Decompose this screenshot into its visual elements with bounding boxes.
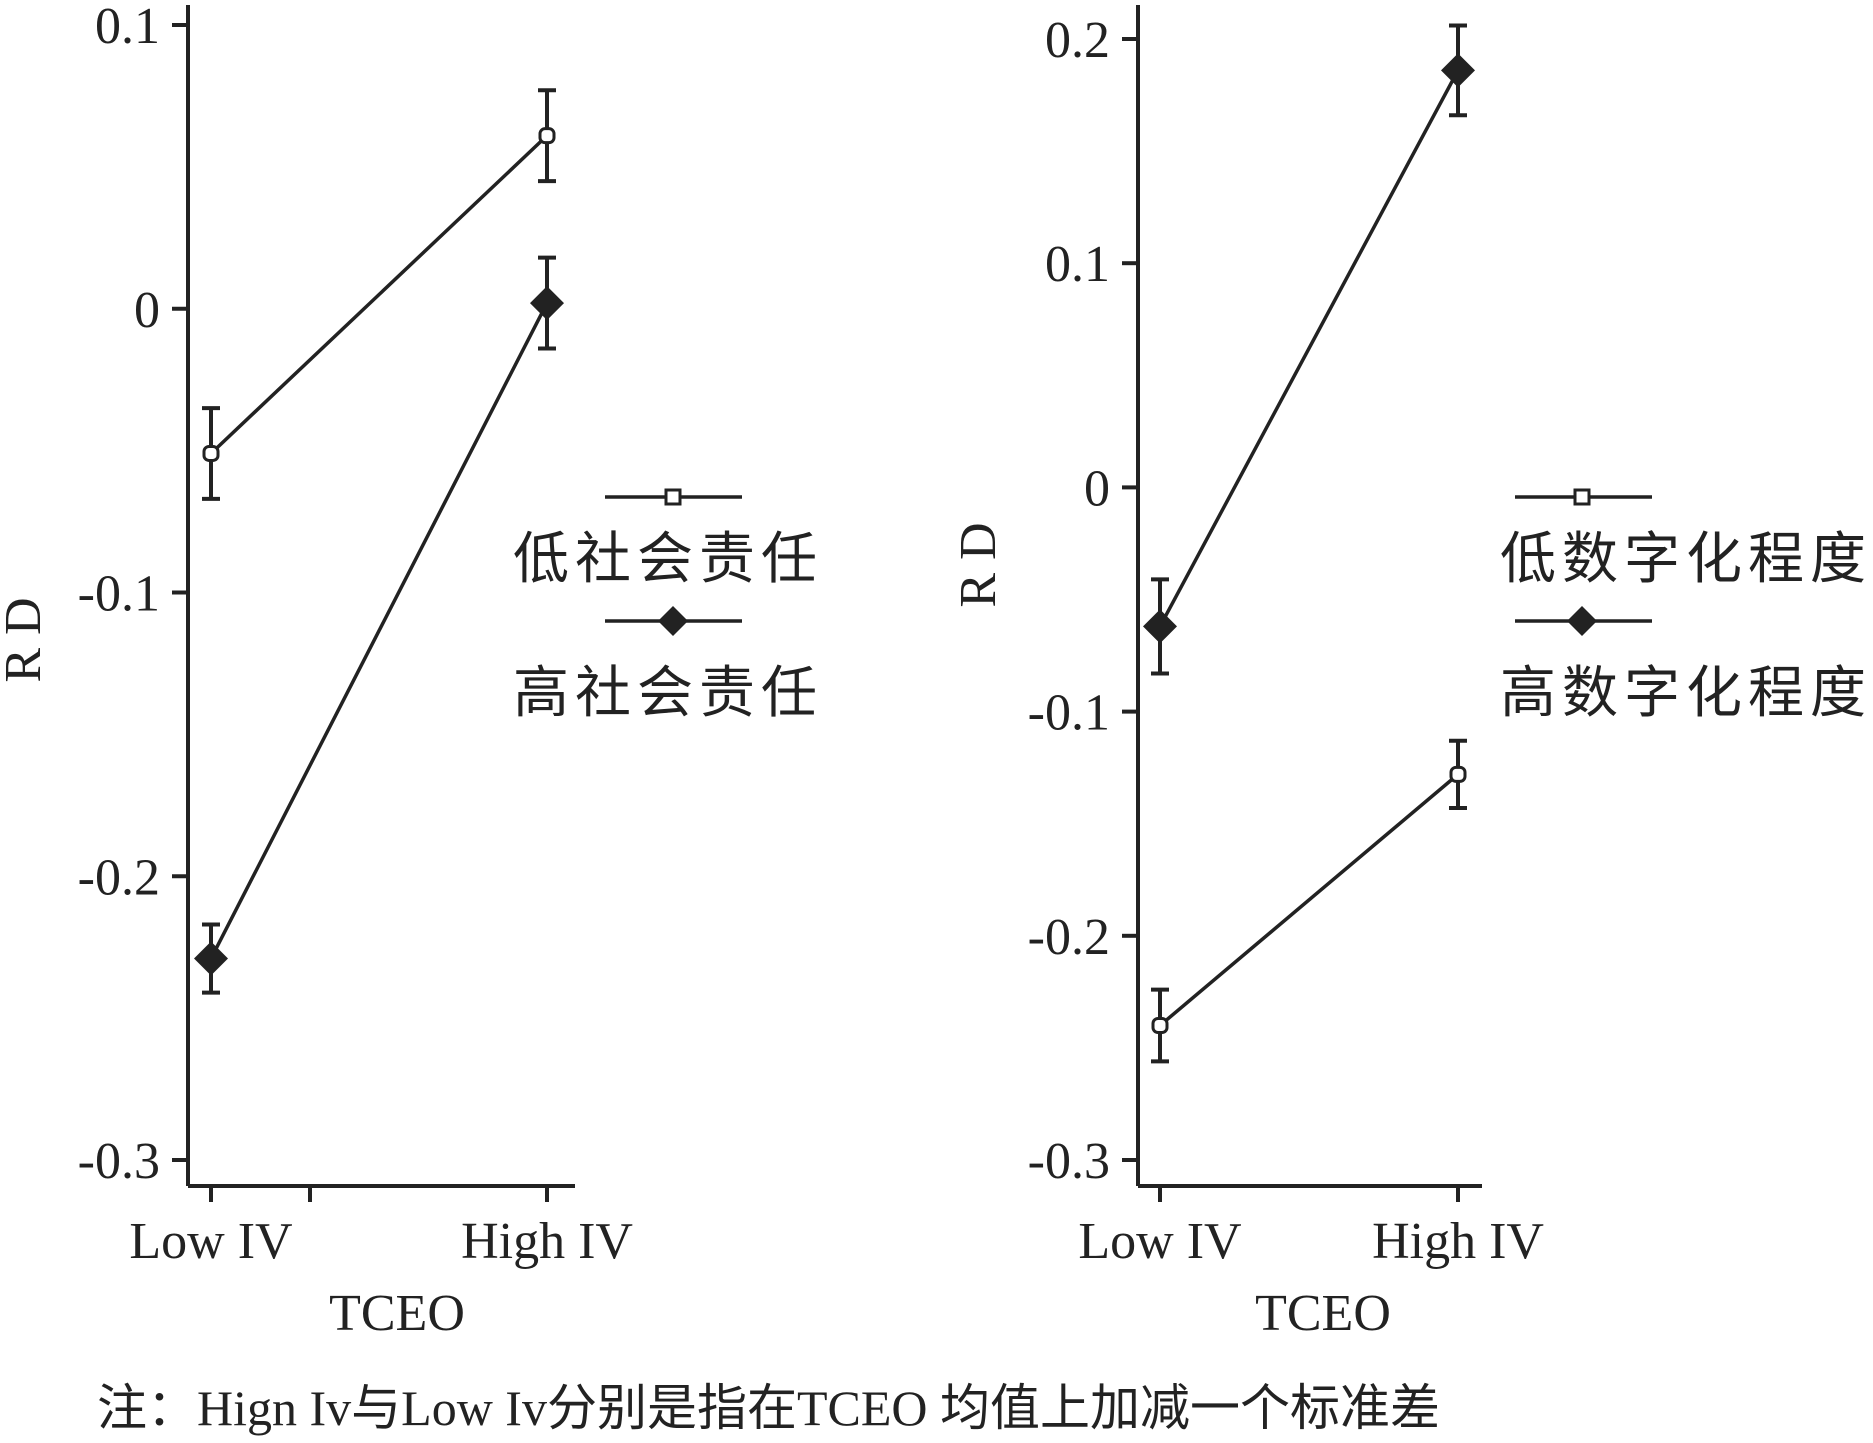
x-axis-title: TCEO <box>1255 1285 1391 1342</box>
y-tick-label: -0.3 <box>78 1133 160 1190</box>
x-tick-label: Low IV <box>1078 1213 1241 1270</box>
y-tick-label: 0 <box>134 282 160 339</box>
y-tick-label: -0.1 <box>1028 685 1110 742</box>
series-line <box>209 134 549 455</box>
data-point <box>194 941 228 976</box>
x-axis-title: TCEO <box>329 1285 465 1342</box>
legend-marker-diamond <box>1567 606 1597 636</box>
legend-label: 低社会责任 <box>513 529 823 591</box>
legend-label: 高社会责任 <box>513 663 823 725</box>
data-point <box>1143 609 1177 644</box>
x-tick-label: Low IV <box>129 1213 292 1270</box>
y-tick-label: 0 <box>1084 460 1110 517</box>
data-point <box>202 444 220 462</box>
series-low-digital <box>1151 738 1467 1064</box>
figure-caption: 注：Hign Iv与Low Iv分别是指在TCEO 均值上加减一个标准差 <box>97 1380 1440 1436</box>
legend-marker-diamond <box>658 606 688 636</box>
series-line <box>1158 773 1460 1027</box>
legend-marker-square <box>664 488 682 506</box>
chart-csr: 0.1 0 -0.1 -0.2 -0.3 Low IV High IV TCEO R D 低社会责… <box>0 0 823 1342</box>
series-low-csr <box>202 88 556 501</box>
series-high-digital <box>1143 23 1475 676</box>
y-axis-title: R D <box>0 597 52 682</box>
series-high-csr <box>194 255 564 995</box>
series-line <box>209 302 549 960</box>
data-point <box>530 286 564 321</box>
y-tick-label: -0.1 <box>78 566 160 623</box>
y-tick-label: 0.2 <box>1045 12 1110 69</box>
series-line <box>1158 69 1460 628</box>
y-tick-label: -0.2 <box>78 849 160 906</box>
x-tick-label: High IV <box>1372 1213 1544 1270</box>
legend-label: 低数字化程度 <box>1500 529 1872 591</box>
data-point <box>538 127 556 145</box>
chart-digitalization: 0.2 0.1 0 -0.1 -0.2 -0.3 Low IV High IV TCEO R D 低… <box>950 5 1872 1342</box>
y-tick-label: -0.2 <box>1028 909 1110 966</box>
legend-marker-square <box>1573 488 1591 506</box>
data-point <box>1449 765 1467 783</box>
data-point <box>1441 53 1475 88</box>
y-axis-title: R D <box>950 522 1007 607</box>
y-tick-label: -0.3 <box>1028 1133 1110 1190</box>
y-tick-label: 0.1 <box>95 0 160 55</box>
y-tick-label: 0.1 <box>1045 236 1110 293</box>
legend-label: 高数字化程度 <box>1500 663 1872 725</box>
x-tick-label: High IV <box>461 1213 633 1270</box>
data-point <box>1151 1016 1169 1034</box>
